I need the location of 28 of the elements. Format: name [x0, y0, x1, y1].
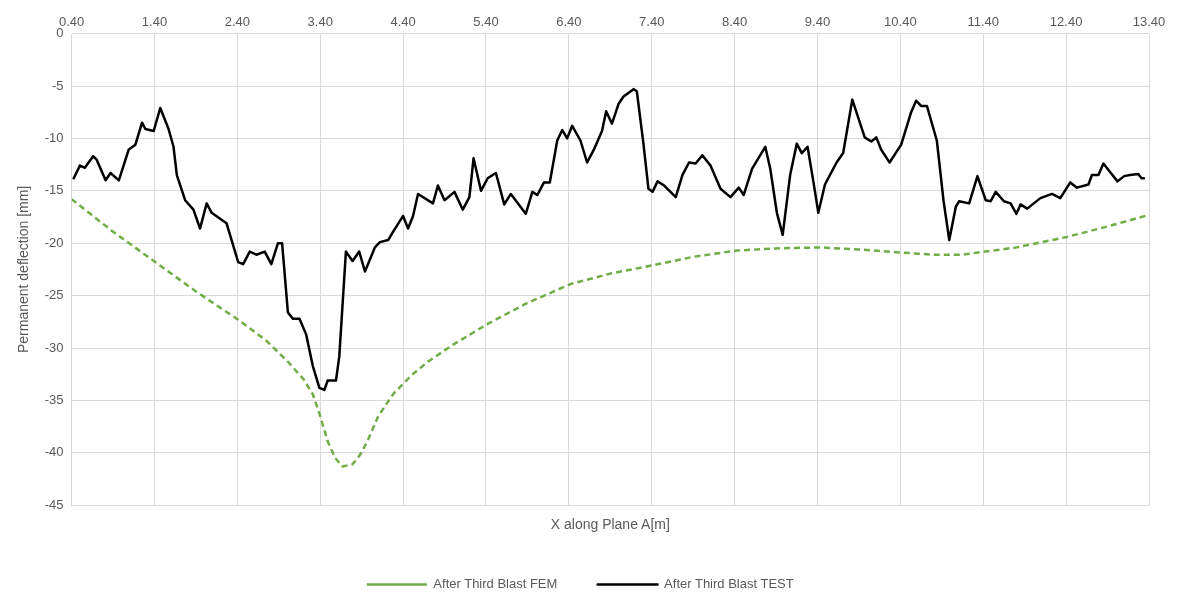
x-axis-title: X along Plane A[m] [550, 516, 670, 533]
y-tick-label: -5 [52, 77, 64, 93]
x-tick-label: 7.40 [639, 14, 665, 30]
y-tick-label: -30 [44, 339, 64, 355]
x-tick-label: 11.40 [967, 14, 1000, 30]
legend-label: After Third Blast FEM [433, 576, 558, 592]
y-tick-label: -45 [44, 496, 64, 512]
y-tick-label: -10 [44, 129, 64, 145]
y-axis-title: Permanent deflection [mm] [15, 185, 32, 354]
x-tick-label: 12.40 [1049, 14, 1083, 30]
x-tick-label: 8.40 [721, 14, 748, 30]
x-tick-label: 9.40 [804, 14, 831, 30]
y-tick-label: -25 [44, 287, 64, 303]
x-tick-label: 5.40 [473, 14, 499, 30]
x-tick-label: 2.40 [224, 14, 250, 30]
legend-label: After Third Blast TEST [664, 576, 794, 592]
x-tick-label: 3.40 [307, 14, 333, 30]
y-tick-label: -20 [44, 234, 64, 250]
y-tick-label: 0 [56, 25, 64, 41]
x-tick-label: 10.40 [884, 14, 917, 30]
x-tick-label: 4.40 [390, 14, 416, 30]
x-tick-label: 1.40 [141, 14, 168, 30]
y-tick-label: -15 [44, 182, 64, 198]
y-tick-label: -40 [44, 444, 64, 460]
line-series [71, 197, 1149, 468]
y-tick-label: -35 [44, 391, 64, 407]
x-tick-label: 13.40 [1132, 14, 1166, 30]
x-tick-label: 6.40 [556, 14, 582, 30]
